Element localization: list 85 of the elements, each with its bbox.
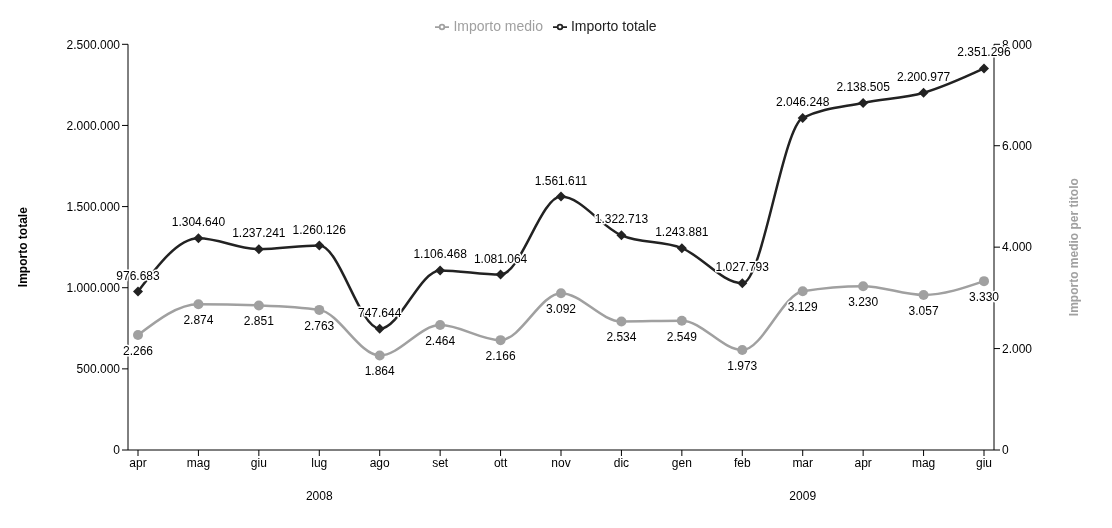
- point: [676, 243, 687, 254]
- point: [495, 269, 506, 280]
- point: [193, 299, 204, 310]
- x-tick-label: mag: [186, 455, 211, 470]
- y-tick-label: 0: [113, 443, 121, 458]
- x-tick-label: lug: [311, 455, 328, 470]
- point: [193, 233, 204, 244]
- data-label: 2.874: [183, 313, 214, 328]
- text: 2008: [305, 489, 333, 503]
- x-tick-label: set: [432, 455, 449, 470]
- data-label: 3.092: [545, 302, 577, 317]
- point: [556, 191, 566, 202]
- x-tick-label: giu: [975, 455, 993, 470]
- y-axis-title: Importo totale: [16, 206, 31, 288]
- text: 2009: [789, 489, 817, 503]
- point: [797, 112, 808, 123]
- point: [556, 288, 566, 299]
- point: [979, 276, 989, 287]
- y2-tick-label: 2.000: [1002, 341, 1033, 356]
- data-label: 2.534: [606, 330, 637, 345]
- data-label: 1.260.126: [292, 222, 347, 237]
- y2-axis-title: Importo medio per titolo: [1067, 178, 1082, 317]
- data-label: 2.046.248: [776, 94, 830, 109]
- data-label: 2.851: [243, 314, 275, 329]
- point: [616, 230, 627, 241]
- x-tick-label: gen: [671, 455, 692, 470]
- y2-tick-label: 4.000: [1002, 240, 1033, 255]
- y-tick-label: 2.500.000: [66, 37, 121, 52]
- point: [495, 335, 506, 346]
- point: [918, 87, 929, 98]
- y-tick-label: 1.500.000: [66, 199, 121, 214]
- point: [737, 344, 748, 355]
- point: [253, 300, 264, 311]
- x-tick-label: giu: [250, 455, 267, 470]
- point: [133, 286, 143, 297]
- point: [314, 304, 325, 315]
- x-tick-label: nov: [551, 455, 571, 470]
- point: [314, 240, 325, 251]
- y2-tick-label: 0: [1002, 443, 1009, 458]
- data-label: 2.200.977: [896, 69, 951, 84]
- data-label: 2.464: [425, 334, 456, 349]
- point: [374, 350, 385, 361]
- x-tick-label: ago: [369, 455, 391, 470]
- y-tick-label: 2.000.000: [66, 118, 121, 133]
- point: [616, 316, 627, 327]
- point: [979, 63, 989, 74]
- x-tick-label: ott: [493, 455, 508, 470]
- point: [737, 278, 748, 289]
- point: [435, 320, 446, 331]
- data-label: 1.561.611: [534, 173, 588, 188]
- data-label: 1.243.881: [655, 225, 709, 240]
- data-label: 1.864: [364, 364, 396, 379]
- point: [676, 315, 687, 326]
- point: [858, 97, 869, 108]
- data-label: 3.057: [908, 303, 939, 318]
- data-label: 2.166: [485, 349, 516, 364]
- point: [253, 244, 264, 255]
- point: [797, 286, 808, 297]
- data-label: 1.304.640: [171, 215, 226, 230]
- point: [918, 289, 929, 300]
- point: [435, 265, 446, 276]
- legend-label: Importo totale: [570, 18, 657, 34]
- y-tick-label: 1.000.000: [66, 280, 121, 295]
- x-tick-label: mar: [792, 455, 814, 470]
- point: [858, 281, 869, 292]
- data-label: 2.549: [666, 329, 698, 344]
- x-tick-label: apr: [854, 455, 872, 470]
- data-label: 2.266: [122, 344, 154, 359]
- legend-label: Importo medio: [453, 18, 543, 34]
- data-label: 3.129: [787, 300, 819, 315]
- data-label: 1.973: [727, 358, 758, 373]
- x-tick-label: feb: [733, 455, 751, 470]
- y2-tick-label: 6.000: [1002, 138, 1033, 153]
- x-tick-label: mag: [911, 455, 936, 470]
- y-tick-label: 500.000: [76, 362, 121, 377]
- point: [133, 330, 143, 341]
- x-tick-label: apr: [129, 455, 147, 470]
- data-label: 1.237.241: [232, 226, 286, 241]
- data-label: 2.763: [304, 318, 335, 333]
- data-label: 3.230: [848, 295, 879, 310]
- data-label: 2.138.505: [836, 79, 891, 94]
- data-label: 3.330: [968, 290, 1000, 305]
- data-label: 1.106.468: [413, 247, 468, 262]
- point: [374, 323, 385, 334]
- x-tick-label: dic: [613, 455, 630, 470]
